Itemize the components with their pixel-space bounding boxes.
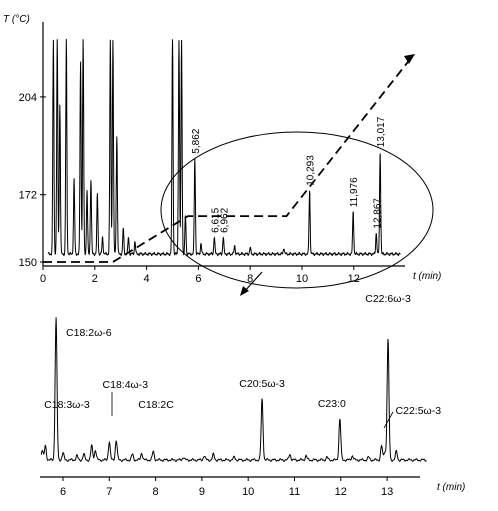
upper-x-tick-label: 4 [144,273,150,285]
upper-peak-label: 6,615 [210,207,221,232]
temperature-program-line [43,57,412,263]
upper-peak-label: 10,293 [306,155,317,186]
zoom-arrow-line [243,271,263,293]
lower-peak-label: C18:2C [138,399,174,411]
upper-x-tick-label: 12 [348,273,360,285]
lower-chromatogram-trace [40,317,427,463]
lower-x-tick-label: 6 [60,486,66,498]
lower-peak-label: C22:5ω-3 [396,405,442,417]
upper-peak-label: 6,962 [219,207,230,232]
lower-peak-label: C18:3ω-3 [44,399,90,411]
upper-x-tick-label: 0 [40,273,46,285]
lower-x-tick-label: 7 [106,486,112,498]
lower-x-axis-title: t (min) [437,482,465,493]
lower-peak-labels: C18:2ω-6 C18:3ω-3 C18:4ω-3 C18:2C C20:5ω-3 C2… [44,293,442,429]
lower-x-ticks: 6 7 8 9 10 11 12 13 [60,477,393,498]
upper-x-tick-label: 2 [92,273,98,285]
upper-panel: T (°C) t (min) 150 172 204 0 2 4 6 8 10 12 5,862… [3,14,441,296]
upper-y-tick-label: 150 [19,257,37,269]
lower-x-tick-label: 13 [381,486,393,498]
upper-y-ticks: 150 172 204 [19,92,46,269]
temperature-arrow-head [404,54,415,64]
upper-peak-label: 13,017 [376,116,387,147]
zoom-arrow-head [240,286,249,296]
upper-x-axis-title: t (min) [413,271,441,282]
lower-x-tick-label: 10 [242,486,254,498]
lower-x-tick-label: 11 [289,486,300,498]
upper-peak-label: 5,862 [191,128,202,153]
lower-peak-label: C22:6ω-3 [365,293,411,305]
upper-peak-label: 11,976 [349,177,360,207]
lower-peak-label: C18:2ω-6 [66,327,112,339]
upper-y-tick-label: 204 [19,92,37,104]
lower-peak-label: C18:4ω-3 [103,379,149,391]
upper-x-tick-label: 6 [195,273,201,285]
upper-peak-label: 12,867 [372,198,383,229]
upper-x-tick-label: 8 [247,273,253,285]
upper-y-axis-title: T (°C) [3,14,30,25]
lower-peak-label: C20:5ω-3 [239,378,285,390]
lower-x-tick-label: 9 [199,486,205,498]
zoom-region-ellipse [160,131,434,289]
c22-5-leader-line [383,411,394,429]
upper-y-tick-label: 172 [19,190,37,202]
lower-x-tick-label: 12 [335,486,347,498]
upper-x-tick-label: 10 [296,273,308,285]
lower-peak-label: C23:0 [318,398,346,410]
upper-x-ticks: 0 2 4 6 8 10 12 [40,266,360,285]
lower-x-tick-label: 8 [153,486,159,498]
upper-chromatogram-trace [47,38,401,257]
lower-panel: t (min) 6 7 8 9 10 11 12 13 C18:2ω-6C18:3ω-3C18… [40,293,465,498]
